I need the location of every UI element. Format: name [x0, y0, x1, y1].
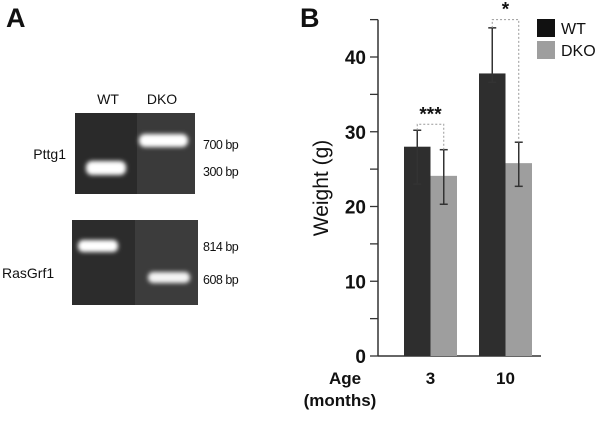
significance-bracket	[416, 123, 445, 150]
bar-wt-10	[479, 73, 506, 356]
size-label: 608 bp	[203, 273, 239, 287]
x-tick-label: 3	[426, 369, 435, 388]
bar-chart: 0 10 20 30 40 3 *** 10 * WT DKO	[345, 0, 596, 388]
legend-label-dko: DKO	[561, 43, 596, 60]
band-dko-700bp	[139, 134, 188, 147]
significance-bracket	[491, 19, 520, 143]
x-tick-label: 10	[496, 369, 515, 388]
y-tick-label: 20	[345, 198, 366, 219]
significance-label: ***	[419, 104, 442, 125]
size-label: 700 bp	[203, 138, 239, 152]
y-tick-label: 10	[345, 272, 366, 293]
bar-dko-10	[505, 163, 532, 356]
y-axis-label: Weight (g)	[310, 140, 333, 236]
significance-label: *	[502, 0, 510, 21]
gel-pttg1	[75, 113, 195, 194]
panel-a-label: A	[6, 3, 26, 33]
size-label: 814 bp	[203, 240, 239, 254]
band-dko-608bp	[148, 272, 190, 283]
x-axis-label-line1: Age	[329, 369, 361, 388]
bar-dko-3	[430, 175, 457, 356]
y-tick-label: 40	[345, 48, 366, 69]
legend-label-wt: WT	[561, 21, 586, 38]
lane-label-dko: DKO	[147, 91, 177, 107]
legend-swatch-dko	[537, 41, 555, 59]
y-tick-label: 30	[345, 123, 366, 144]
gel-rasgrf1	[72, 220, 198, 305]
gene-label-pttg1: Pttg1	[33, 146, 66, 162]
size-label: 300 bp	[203, 165, 239, 179]
legend-swatch-wt	[537, 19, 555, 37]
band-wt-300bp	[86, 161, 126, 175]
panel-b-label: B	[300, 3, 320, 33]
band-wt-814bp	[78, 240, 118, 252]
gene-label-rasgrf1: RasGrf1	[2, 265, 54, 281]
lane-label-wt: WT	[97, 91, 119, 107]
x-axis-label-line2: (months)	[304, 391, 377, 410]
y-tick-label: 0	[355, 347, 366, 368]
